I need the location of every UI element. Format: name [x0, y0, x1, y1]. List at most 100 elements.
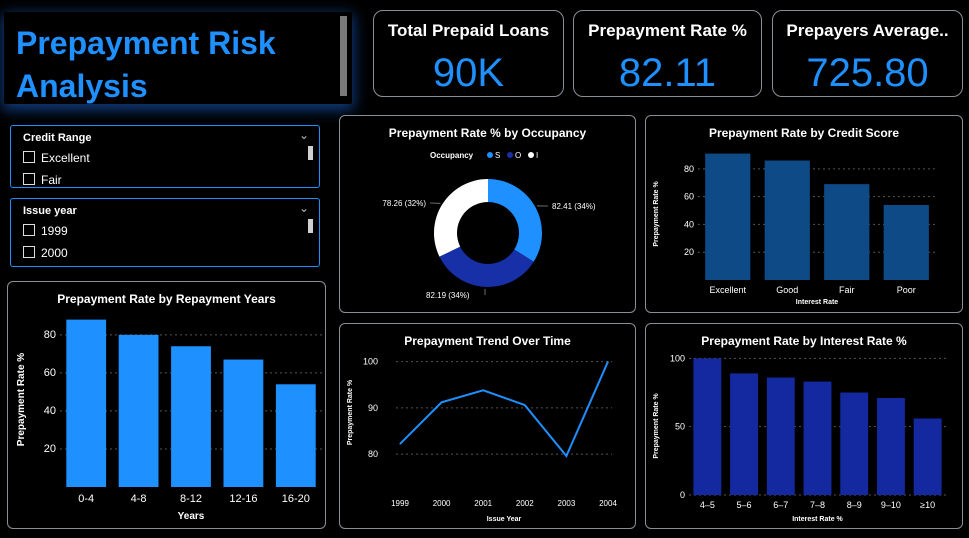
trend-chart-panel[interactable]: Prepayment Trend Over Time 80 90 100 1999 20… — [339, 323, 636, 529]
y-tick-label: 90 — [368, 403, 378, 413]
kpi-value: 90K — [432, 51, 505, 95]
report-title-card: Prepayment Risk Analysis — [4, 12, 352, 104]
bar — [730, 373, 759, 495]
y-tick-label: 40 — [44, 405, 56, 417]
legend-marker — [528, 152, 534, 158]
x-tick-label: 8–9 — [847, 500, 862, 510]
y-axis-label: Prepayment Rate % — [653, 393, 660, 459]
x-axis-label: Issue Year — [487, 516, 522, 523]
occupancy-donut-chart: Occupancy S O I 82.41 (34%) 82.19 (34%) 78.26 … — [382, 151, 596, 300]
bar — [764, 160, 810, 280]
x-tick-label: 6–7 — [773, 500, 788, 510]
slicer-item-label: 1999 — [41, 224, 68, 238]
y-tick-label: 50 — [675, 422, 685, 432]
data-point — [482, 389, 484, 391]
y-tick-label: 40 — [684, 219, 694, 229]
chart-title: Prepayment Rate % by Occupancy — [388, 126, 587, 140]
legend-label: S — [495, 151, 500, 160]
y-tick-label: 100 — [363, 357, 378, 367]
occupancy-chart-panel[interactable]: Prepayment Rate % by Occupancy Occupancy… — [339, 115, 636, 313]
chart-title: Prepayment Rate by Repayment Years — [57, 292, 276, 306]
x-tick-label: 2004 — [599, 499, 617, 508]
bar — [693, 358, 722, 495]
checkbox[interactable] — [23, 224, 35, 236]
kpi-prepayers-average: Prepayers Average.. 725.80 — [772, 10, 963, 97]
bar — [275, 384, 316, 487]
bar — [66, 319, 107, 487]
slicer-item-excellent[interactable]: Excellent — [23, 151, 90, 165]
chart-title: Prepayment Rate by Credit Score — [708, 126, 900, 140]
bar — [118, 334, 159, 487]
bar — [766, 377, 795, 495]
y-axis-label: Prepayment Rate % — [347, 379, 354, 445]
issue-year-slicer[interactable]: Issue year ⌄ 1999 2000 — [10, 198, 320, 267]
slicer-item-label: Excellent — [41, 151, 90, 165]
checkbox[interactable] — [23, 151, 35, 163]
x-tick-label: ≥10 — [920, 500, 935, 510]
bar — [223, 359, 264, 487]
slicer-scrollbar[interactable] — [308, 146, 313, 160]
x-tick-label: 4-8 — [131, 493, 147, 505]
report-title-line2: Analysis — [16, 68, 148, 104]
x-tick-label: Good — [776, 285, 798, 295]
donut-slice — [488, 179, 542, 262]
data-point — [524, 404, 526, 406]
kpi-value: 725.80 — [806, 51, 929, 95]
interest-rate-chart-panel[interactable]: Prepayment Rate by Interest Rate % 0 50 10… — [645, 323, 963, 529]
y-tick-label: 80 — [44, 329, 56, 341]
title-scrollbar[interactable] — [340, 16, 347, 96]
y-tick-label: 20 — [44, 443, 56, 455]
slicer-title: Credit Range — [23, 132, 92, 144]
bar — [171, 346, 211, 487]
y-tick-label: 80 — [684, 164, 694, 174]
bar — [913, 418, 942, 495]
legend-title: Occupancy — [430, 151, 474, 160]
interest-rate-chart: 0 50 100 4–5 5–6 6–7 7–8 8–9 9–10 ≥10 Interest Rat… — [653, 353, 946, 523]
data-label: 78.26 (32%) — [382, 199, 426, 208]
credit-score-chart-panel[interactable]: Prepayment Rate by Credit Score 20 40 60 80… — [645, 115, 963, 313]
donut-slice — [434, 179, 488, 257]
x-tick-label: 7–8 — [810, 500, 825, 510]
x-tick-label: 0-4 — [78, 493, 94, 505]
slicer-item-label: Fair — [41, 173, 62, 185]
x-tick-label: 1999 — [391, 499, 409, 508]
x-tick-label: Poor — [897, 285, 916, 295]
credit-range-slicer[interactable]: Credit Range ⌄ Excellent Fair — [10, 125, 320, 188]
kpi-label: Prepayment Rate % — [588, 21, 747, 40]
legend-marker — [507, 152, 513, 158]
bar — [705, 153, 751, 280]
slicer-item-fair[interactable]: Fair — [23, 173, 62, 185]
data-point — [565, 455, 567, 457]
x-tick-label: 2002 — [516, 499, 534, 508]
chevron-down-icon[interactable]: ⌄ — [298, 128, 309, 142]
x-tick-label: 2001 — [474, 499, 492, 508]
checkbox[interactable] — [23, 173, 35, 185]
report-title-line1: Prepayment Risk — [16, 25, 276, 61]
slicer-scrollbar[interactable] — [308, 219, 313, 233]
bar — [840, 392, 869, 495]
checkbox[interactable] — [23, 246, 35, 258]
data-point — [441, 401, 443, 403]
slicer-item-2000[interactable]: 2000 — [23, 246, 68, 260]
legend-label: O — [515, 151, 521, 160]
credit-score-chart: 20 40 60 80 Excellent Good Fair Poor Interest Ra… — [653, 153, 936, 306]
chevron-down-icon[interactable]: ⌄ — [298, 201, 309, 215]
bar — [803, 381, 832, 495]
y-tick-label: 60 — [684, 192, 694, 202]
x-tick-label: Fair — [839, 285, 855, 295]
data-label: 82.19 (34%) — [426, 291, 470, 300]
x-tick-label: 9–10 — [881, 500, 901, 510]
x-tick-label: 2003 — [558, 499, 576, 508]
kpi-label: Total Prepaid Loans — [387, 21, 550, 40]
donut-slice — [439, 246, 534, 287]
bar — [824, 184, 870, 280]
kpi-prepayment-rate: Prepayment Rate % 82.11 — [573, 10, 762, 97]
legend-label: I — [536, 151, 538, 160]
x-tick-label: 2000 — [433, 499, 451, 508]
data-point — [607, 361, 609, 363]
repayment-years-chart-panel[interactable]: Prepayment Rate by Repayment Years 20 40 6… — [7, 281, 326, 529]
kpi-total-prepaid-loans: Total Prepaid Loans 90K — [373, 10, 564, 97]
slicer-item-1999[interactable]: 1999 — [23, 224, 68, 238]
report-title: Prepayment Risk Analysis — [16, 22, 276, 108]
slicer-title: Issue year — [23, 205, 77, 217]
